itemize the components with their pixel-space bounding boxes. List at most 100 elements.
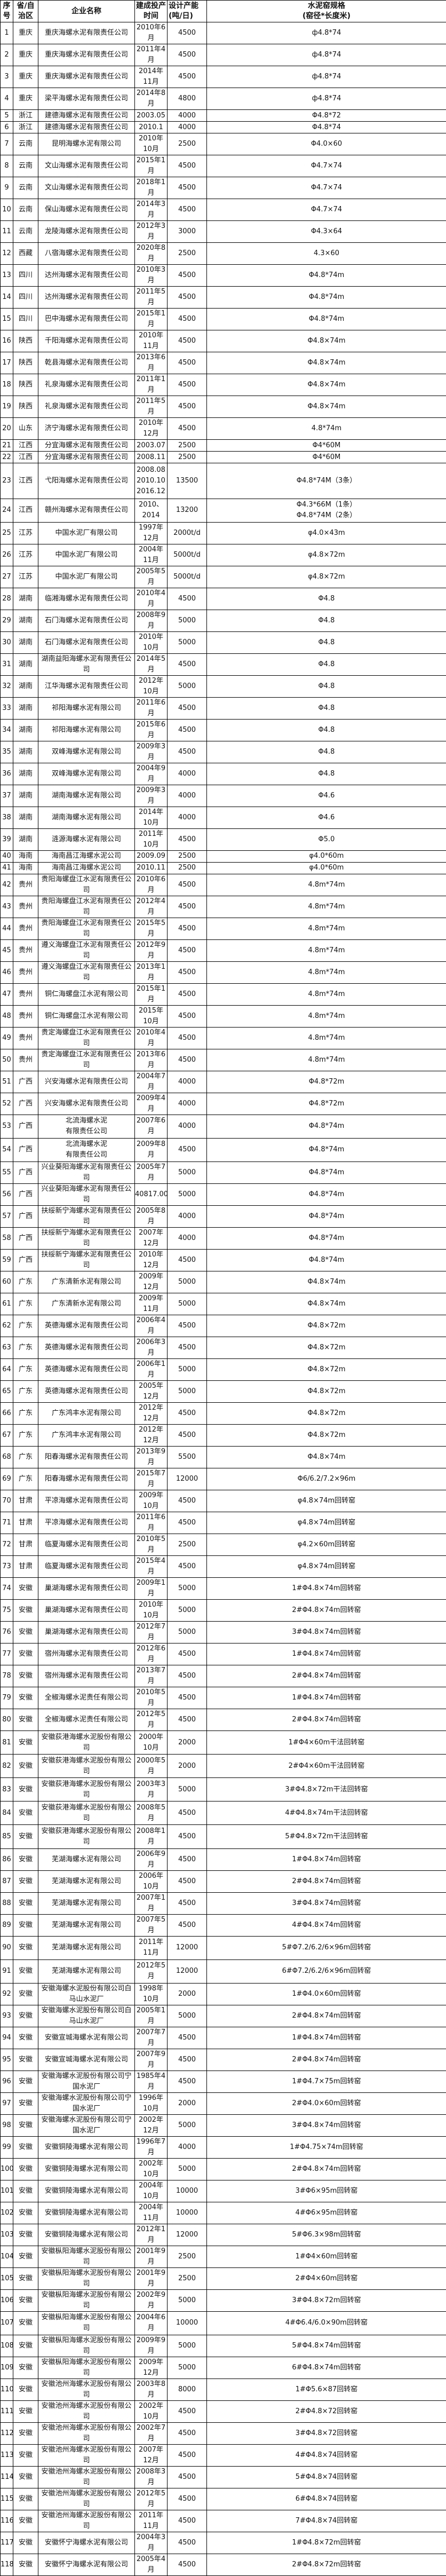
cell-province: 云南: [13, 221, 38, 243]
cell-kiln-spec: 1#Φ4.8×74m回转窑: [207, 1848, 446, 1870]
cell-company: 广东清新水泥有限公司: [38, 1271, 135, 1293]
cell-kiln-spec: 3#Φ4.8×74m回转窑: [207, 1622, 446, 1643]
cell-date: 2010年6月: [135, 874, 168, 896]
cell-kiln-spec: 4#Φ4.8×74回转窑: [207, 2444, 446, 2466]
cell-no: 33: [1, 697, 13, 719]
cell-company: 全椒海螺水泥责任有限公司: [38, 1687, 135, 1709]
cell-date: 2008年9月: [135, 610, 168, 631]
cell-company: 湖南益阳海螺水泥有限责任公司: [38, 653, 135, 675]
cell-no: 91: [1, 1959, 13, 1983]
cell-no: 113: [1, 2444, 13, 2466]
cell-capacity: 4500: [168, 1687, 207, 1709]
cell-province: 云南: [13, 199, 38, 221]
cell-no: 41: [1, 862, 13, 874]
cell-capacity: 5000: [168, 1381, 207, 1403]
cell-capacity: 4500: [168, 1825, 207, 1848]
cell-no: 71: [1, 1512, 13, 1534]
cell-kiln-spec: Φ4.8*74m: [207, 1138, 446, 1161]
cell-date: 2010年10月: [135, 1600, 168, 1622]
cell-no: 24: [1, 499, 13, 522]
cell-province: 湖南: [13, 697, 38, 719]
cell-no: 69: [1, 1468, 13, 1490]
cell-capacity: 4500: [168, 961, 207, 983]
cell-company: 安徽宣城海螺水泥有限公司: [38, 2027, 135, 2049]
cell-date: 2009年10月: [135, 1490, 168, 1512]
cell-date: 2008年1月: [135, 1825, 168, 1848]
cell-province: 安徽: [13, 1643, 38, 1665]
cell-no: 78: [1, 1665, 13, 1687]
cell-company: 芜湖海螺水泥有限公司: [38, 1936, 135, 1959]
cell-kiln-spec: Φ4.8*72: [207, 110, 446, 122]
cell-province: 浙江: [13, 122, 38, 133]
cell-kiln-spec: 2#Φ4.8×72m回转窑: [207, 2554, 446, 2575]
cell-no: 61: [1, 1293, 13, 1315]
cell-kiln-spec: Φ4.8*74m: [207, 1184, 446, 1206]
cell-company: 安徽枞阳海螺水泥股份有限公司: [38, 2335, 135, 2357]
cell-company: 贵定海螺盘江水泥有限责任公司: [38, 1049, 135, 1071]
cell-no: 87: [1, 1870, 13, 1892]
cell-company: 安徽怀宁海螺水泥有限公司: [38, 2532, 135, 2554]
cell-no: 118: [1, 2554, 13, 2575]
cell-no: 27: [1, 566, 13, 588]
cell-province: 贵州: [13, 939, 38, 961]
cell-date: 2015年7月: [135, 1468, 168, 1490]
cell-no: 73: [1, 1556, 13, 1578]
cell-no: 48: [1, 1005, 13, 1027]
cell-kiln-spec: Φ4.8*74m: [207, 1206, 446, 1228]
cell-province: 安徽: [13, 2071, 38, 2092]
cell-no: 101: [1, 2180, 13, 2202]
cell-date: 2006年10月: [135, 1870, 168, 1892]
cell-no: 62: [1, 1315, 13, 1337]
cell-company: 安徽海螺水泥股份有限公司白马山水泥厂: [38, 2005, 135, 2027]
cell-no: 26: [1, 544, 13, 566]
cell-capacity: 5000: [168, 1600, 207, 1622]
cell-company: 双峰海螺水泥有限公司: [38, 741, 135, 763]
cell-company: 芜湖海螺水泥有限公司: [38, 1870, 135, 1892]
cell-kiln-spec: 3#Φ4.8×72m干法回转窑: [207, 1778, 446, 1801]
cell-no: 42: [1, 874, 13, 896]
cell-no: 59: [1, 1250, 13, 1271]
cell-capacity: 2500: [168, 133, 207, 155]
cell-date: 2015年1月: [135, 309, 168, 330]
cell-province: 湖南: [13, 588, 38, 610]
cell-province: 安徽: [13, 1801, 38, 1825]
cell-province: 安徽: [13, 2289, 38, 2311]
cell-kiln-spec: Φ4.8*72m: [207, 1071, 446, 1093]
cell-company: 礼泉海螺水泥有限责任公司: [38, 396, 135, 418]
cell-date: 2014年11月: [135, 66, 168, 88]
cell-date: 2012年12月: [135, 1403, 168, 1425]
cell-province: 江西: [13, 499, 38, 522]
cell-no: 15: [1, 309, 13, 330]
cell-province: 陕西: [13, 374, 38, 396]
cell-date: 2013年1月: [135, 961, 168, 983]
cell-date: 2002年9月: [135, 2289, 168, 2311]
cell-no: 34: [1, 719, 13, 741]
cell-date: 2009年1月: [135, 1578, 168, 1600]
cell-company: 芜湖海螺水泥有限公司: [38, 1848, 135, 1870]
cell-company: 巴中海螺水泥有限责任公司: [38, 309, 135, 330]
cell-date: 1998年10月: [135, 1983, 168, 2005]
cell-capacity: 10000: [168, 2311, 207, 2335]
cell-company: 阳春海螺水泥有限责任公司: [38, 1447, 135, 1468]
cell-date: 2018年1月: [135, 177, 168, 199]
cell-province: 广东: [13, 1271, 38, 1293]
cell-date: 2009年3月: [135, 741, 168, 763]
cell-kiln-spec: Φ4.8×74m: [207, 330, 446, 352]
cell-no: 90: [1, 1936, 13, 1959]
cell-province: 广西: [13, 1138, 38, 1161]
cell-province: 广西: [13, 1093, 38, 1115]
cell-company: 祁阳海螺水泥有限公司: [38, 697, 135, 719]
cell-company: 贵定海螺盘江水泥有限责任公司: [38, 1027, 135, 1049]
cell-capacity: 4500: [168, 2422, 207, 2444]
